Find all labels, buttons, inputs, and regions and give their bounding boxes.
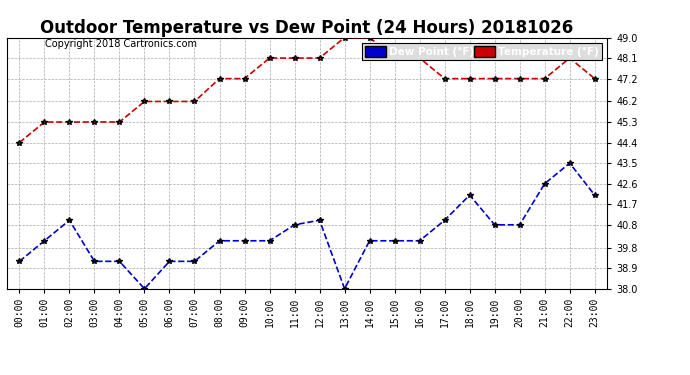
Text: Copyright 2018 Cartronics.com: Copyright 2018 Cartronics.com bbox=[45, 39, 197, 50]
Legend: Dew Point (°F), Temperature (°F): Dew Point (°F), Temperature (°F) bbox=[362, 43, 602, 60]
Title: Outdoor Temperature vs Dew Point (24 Hours) 20181026: Outdoor Temperature vs Dew Point (24 Hou… bbox=[41, 20, 573, 38]
